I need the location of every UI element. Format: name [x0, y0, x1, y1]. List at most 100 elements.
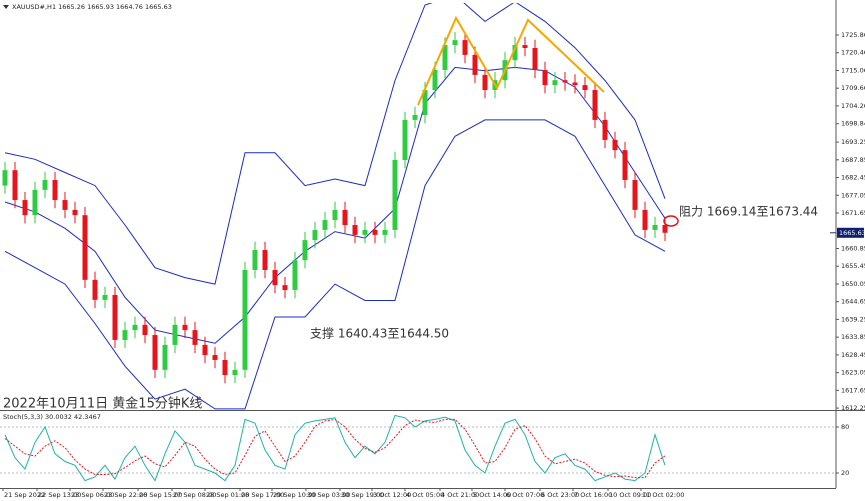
stoch-line: [4, 418, 666, 479]
last-price-box: [837, 227, 864, 238]
candle-body: [532, 47, 538, 70]
y-tick-label: 1720.46: [841, 49, 865, 57]
candle-body: [82, 215, 88, 280]
y-tick-label: 1709.66: [841, 84, 865, 92]
x-tick-label: 21 Sep 2022: [4, 491, 45, 499]
resistance-annotation: 阻力 1669.14至1673.44: [679, 205, 818, 219]
x-tick-label: 6 Oct 07:00: [506, 491, 544, 499]
candle-body: [92, 279, 98, 300]
candle-body: [662, 225, 668, 233]
y-tick-label: 1628.45: [841, 351, 865, 359]
pattern-line: [417, 15, 605, 106]
candle-body: [172, 324, 178, 345]
y-tick-label: 1698.84: [841, 120, 865, 128]
y-tick-label: 1644.65: [841, 298, 865, 306]
candle-body: [592, 90, 598, 120]
bollinger-band: [4, 3, 666, 285]
candle-body: [542, 69, 548, 86]
price-plot: [2, 3, 668, 410]
candle-body: [602, 119, 608, 140]
candle-body: [572, 82, 578, 86]
candle-body: [62, 200, 68, 210]
candle-body: [582, 85, 588, 91]
candle-body: [132, 324, 138, 331]
support-annotation: 支撑 1640.43至1644.50: [310, 326, 449, 341]
stoch-plot: [0, 414, 836, 482]
candle-body: [262, 249, 268, 270]
candle-body: [482, 74, 488, 91]
y-tick-label: 1677.05: [841, 191, 865, 199]
x-tick-label: 29 Sep 10:00: [273, 491, 316, 499]
x-tick-label: 28 Sep 01:00: [206, 491, 249, 499]
y-tick-label: 1639.25: [841, 315, 865, 323]
candle-body: [322, 220, 328, 230]
candle-body: [412, 114, 418, 120]
chart-caption: 2022年10月11日 黄金15分钟K线: [3, 396, 202, 412]
y-tick-label: 1715.06: [841, 66, 865, 74]
x-tick-label: 5 Oct 14:00: [473, 491, 511, 499]
candle-body: [162, 344, 168, 370]
candle-body: [402, 119, 408, 160]
x-tick-label: 23 Sep 06:00: [71, 491, 114, 499]
candle-body: [632, 180, 638, 210]
candle-body: [562, 80, 568, 83]
candle-body: [152, 335, 158, 370]
candle-body: [512, 45, 518, 61]
candle-body: [302, 240, 308, 261]
y-tick-label: 20: [841, 469, 849, 477]
x-tick-label: 22 Sep 13:00: [38, 491, 81, 499]
candle-body: [112, 294, 118, 340]
y-tick-label: 1671.65: [841, 209, 865, 217]
candle-body: [142, 324, 148, 336]
candle-body: [242, 269, 248, 370]
x-tick-label: 30 Sep 03:00: [307, 491, 350, 499]
symbol-header: XAUUSD#,H1 1665.26 1665.93 1664.76 1665.…: [12, 3, 172, 11]
y-tick-label: 1704.26: [841, 102, 865, 110]
candle-body: [182, 324, 188, 331]
candle-body: [472, 54, 478, 75]
candle-body: [352, 225, 358, 235]
candle-body: [22, 200, 28, 216]
candle-body: [522, 45, 528, 48]
candle-body: [372, 229, 378, 235]
candle-body: [32, 189, 38, 216]
x-tick-label: 4 Oct 21:00: [441, 491, 479, 499]
candle-body: [292, 260, 298, 291]
candle-body: [612, 139, 618, 151]
y-tick-label: 1617.65: [841, 386, 865, 394]
axes: 1725.86 1720.46 1715.06 1709.66 1704.26 1698.…: [2, 31, 865, 499]
candle-body: [312, 229, 318, 241]
candle-body: [272, 269, 278, 286]
x-tick-label: 3 Oct 12:00: [373, 491, 411, 499]
x-tick-label: 23 Sep 22:00: [104, 491, 147, 499]
candle-body: [222, 359, 228, 376]
y-tick-label: 1623.05: [841, 369, 865, 377]
y-tick-label: 1650.05: [841, 280, 865, 288]
candle-body: [42, 180, 48, 190]
candle-body: [72, 209, 78, 216]
candle-body: [432, 69, 438, 91]
x-tick-label: 30 Sep 19:00: [341, 491, 384, 499]
candle-body: [392, 159, 398, 230]
candle-body: [442, 45, 448, 70]
y-tick-label: 1660.85: [841, 244, 865, 252]
candle-body: [202, 344, 208, 356]
last-price-label: 1665.63: [839, 229, 865, 237]
candle-body: [382, 229, 388, 235]
x-tick-label: 7 Oct 16:00: [574, 491, 612, 499]
candle-body: [102, 294, 108, 300]
candle-body: [552, 80, 558, 86]
x-tick-label: 27 Sep 08:00: [173, 491, 216, 499]
candle-body: [342, 209, 348, 226]
resistance-circle: [663, 215, 679, 227]
candle-body: [212, 355, 218, 360]
y-tick-label: 1633.85: [841, 333, 865, 341]
candle-body: [122, 330, 128, 340]
stoch-header: Stoch(5,3,3) 30.0032 42.3467: [3, 413, 101, 421]
y-tick-label: 1682.45: [841, 174, 865, 182]
x-tick-label: 4 Oct 05:00: [406, 491, 444, 499]
y-tick-label: 1687.85: [841, 156, 865, 164]
candle-body: [452, 40, 458, 46]
candle-body: [192, 330, 198, 345]
